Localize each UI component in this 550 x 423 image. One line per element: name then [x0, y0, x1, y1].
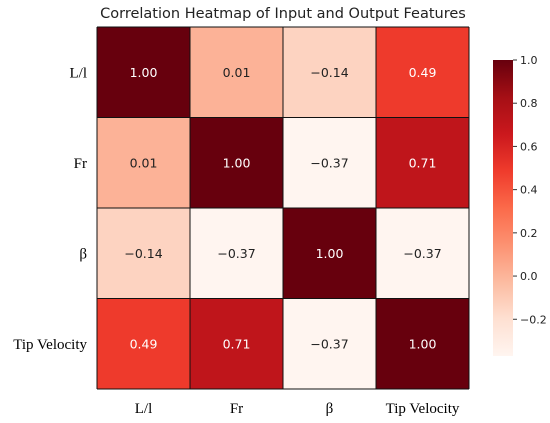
colorbar-gradient — [493, 60, 513, 356]
heatmap-grid — [96, 26, 470, 390]
heatmap-cell-r3-c0 — [97, 298, 190, 389]
heatmap-cell-r0-c3 — [376, 27, 469, 118]
colorbar-tick-label-6: −0.2 — [520, 313, 547, 326]
y-tick-label-3: Tip Velocity — [13, 337, 87, 353]
heatmap-annotation-r1-c2: −0.37 — [310, 155, 348, 170]
colorbar-tick-label-3: 0.4 — [520, 184, 538, 197]
heatmap-annotation-r2-c3: −0.37 — [403, 246, 441, 261]
y-tick-label-2: β — [79, 246, 87, 262]
heatmap-annotation-r3-c1: 0.71 — [223, 336, 251, 351]
heatmap-cell-r1-c3 — [376, 117, 469, 208]
heatmap-cell-r2-c1 — [190, 208, 283, 299]
heatmap-annotation-r0-c2: −0.14 — [310, 65, 348, 80]
x-tick-label-0: L/l — [135, 401, 153, 417]
colorbar-tick-label-5: 0.0 — [520, 270, 538, 283]
heatmap-annotation-r1-c0: 0.01 — [130, 155, 158, 170]
heatmap-cell-r2-c0 — [97, 208, 190, 299]
heatmap-annotation-r3-c0: 0.49 — [130, 336, 158, 351]
x-tick-label-3: Tip Velocity — [386, 401, 460, 417]
heatmap-cell-r2-c2 — [283, 208, 376, 299]
chart-title: Correlation Heatmap of Input and Output … — [100, 6, 466, 22]
heatmap-annotation-r0-c1: 0.01 — [223, 65, 251, 80]
y-tick-label-1: Fr — [74, 156, 87, 172]
heatmap-cell-r3-c2 — [283, 298, 376, 389]
x-tick-label-1: Fr — [230, 401, 243, 417]
heatmap-annotation-r0-c0: 1.00 — [130, 65, 158, 80]
x-tick-label-2: β — [326, 401, 334, 417]
heatmap-cell-r1-c1 — [190, 117, 283, 208]
heatmap-annotation-r3-c3: 1.00 — [409, 336, 437, 351]
colorbar-tick-label-4: 0.2 — [520, 227, 538, 240]
heatmap-cell-r0-c1 — [190, 27, 283, 118]
x-axis-tick-labels: L/l Fr β Tip Velocity — [135, 401, 460, 417]
colorbar: 1.0 0.8 0.6 0.4 0.2 0.0 −0.2 — [493, 54, 547, 356]
heatmap-annotation-r1-c1: 1.00 — [223, 155, 251, 170]
heatmap-annotations: 1.00 0.01 −0.14 0.49 0.01 1.00 −0.37 0.71 −0.14 −… — [124, 65, 441, 352]
heatmap-cells — [97, 27, 469, 389]
heatmap-annotation-r1-c3: 0.71 — [409, 155, 437, 170]
heatmap-cell-r1-c2 — [283, 117, 376, 208]
heatmap-cell-r3-c3 — [376, 298, 469, 389]
colorbar-tick-label-1: 0.8 — [520, 97, 538, 110]
heatmap-cell-r1-c0 — [97, 117, 190, 208]
colorbar-tick-label-2: 0.6 — [520, 140, 538, 153]
heatmap-cell-r2-c3 — [376, 208, 469, 299]
y-tick-label-0: L/l — [70, 65, 88, 81]
heatmap-cell-r3-c1 — [190, 298, 283, 389]
y-axis-tick-labels: L/l Fr β Tip Velocity — [13, 65, 87, 353]
heatmap-annotation-r3-c2: −0.37 — [310, 336, 348, 351]
heatmap-cell-r0-c0 — [97, 27, 190, 118]
heatmap-cell-r0-c2 — [283, 27, 376, 118]
colorbar-tick-label-0: 1.0 — [520, 54, 538, 67]
heatmap-annotation-r0-c3: 0.49 — [409, 65, 437, 80]
heatmap-annotation-r2-c1: −0.37 — [217, 246, 255, 261]
heatmap-annotation-r2-c2: 1.00 — [316, 246, 344, 261]
heatmap-annotation-r2-c0: −0.14 — [124, 246, 162, 261]
